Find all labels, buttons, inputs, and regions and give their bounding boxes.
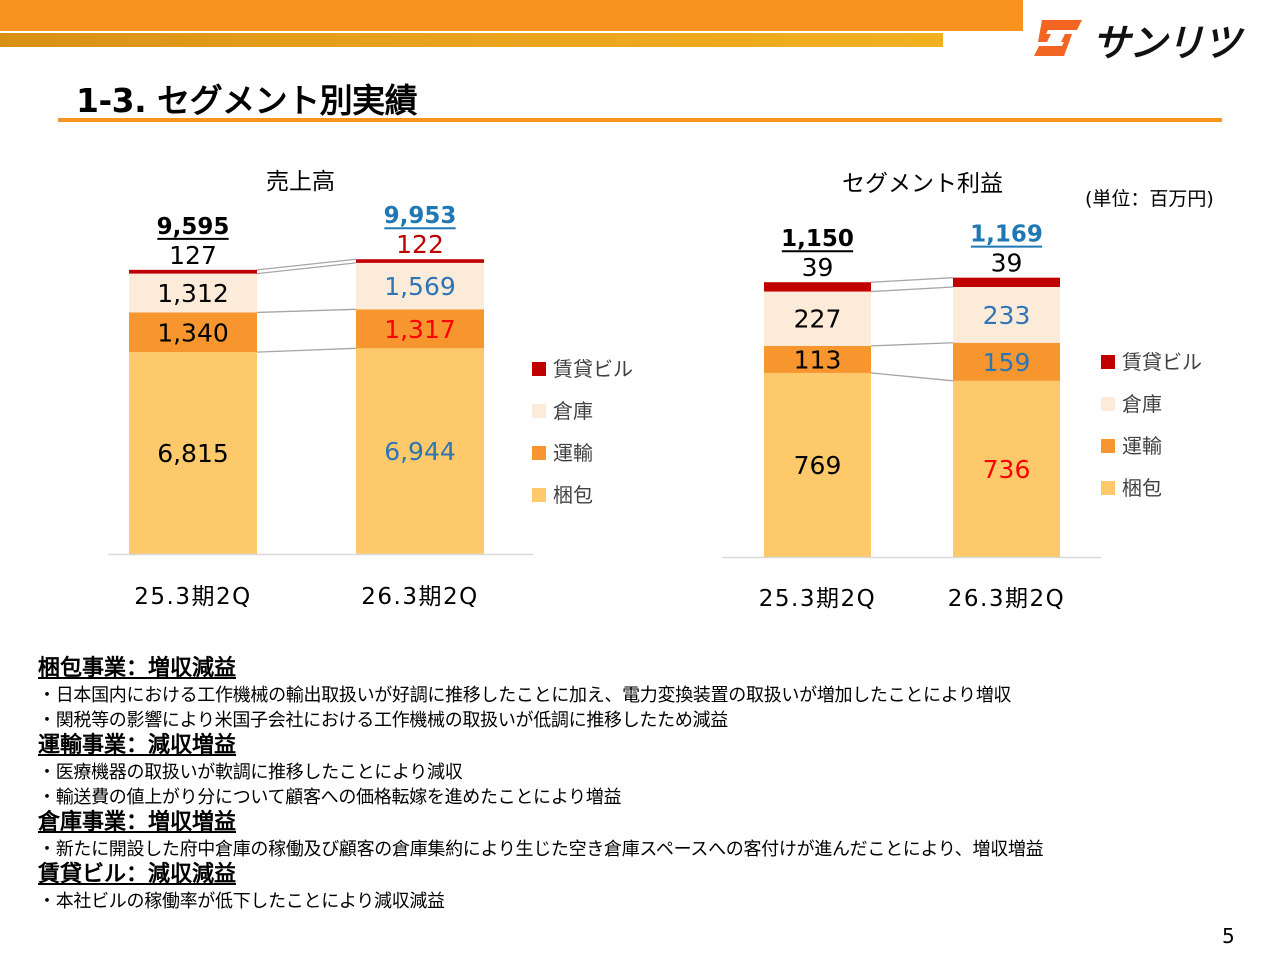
legend-swatch	[1101, 481, 1115, 495]
legend-swatch	[532, 446, 546, 460]
logo-mark-icon	[1034, 20, 1082, 56]
segment-bullet: ・日本国内における工作機械の輸出取扱いが好調に推移したことに加え、電力変換装置の…	[38, 685, 1012, 706]
bar-segment	[356, 259, 484, 263]
legend-swatch	[532, 404, 546, 418]
x-tick-label: 25.3期2Q	[134, 584, 251, 610]
page-number: 5	[1222, 924, 1235, 948]
data-label: 127	[169, 241, 217, 270]
bar-segment	[356, 309, 484, 349]
legend-swatch	[1101, 439, 1115, 453]
data-label: 122	[396, 230, 444, 259]
segment-bullet: ・本社ビルの稼働率が低下したことにより減収減益	[38, 891, 445, 912]
profit-chart-title: セグメント利益	[842, 171, 1003, 197]
bar-segment	[129, 312, 257, 353]
connector-line	[256, 262, 357, 275]
data-label: 769	[794, 451, 842, 480]
legend-swatch	[1101, 397, 1115, 411]
connector-line	[870, 286, 954, 293]
connector-line	[256, 347, 357, 353]
segment-bullet: ・関税等の影響により米国子会社における工作機械の取扱いが低調に推移したため減益	[38, 710, 728, 731]
logo-text: サンリツ	[1092, 21, 1241, 65]
sales-chart-title: 売上高	[266, 169, 335, 195]
connector-line	[870, 342, 954, 347]
header-gold-stripe	[0, 33, 943, 47]
bar-segment	[764, 291, 871, 346]
x-tick-label: 25.3期2Q	[759, 586, 876, 612]
segment-heading: 賃貸ビル：減収減益	[38, 862, 237, 887]
bar-segment	[764, 282, 871, 292]
data-label: 1,340	[157, 318, 229, 347]
total-label: 9,953	[384, 203, 457, 229]
connector-line	[870, 372, 954, 382]
data-label: 39	[991, 249, 1023, 278]
bar-segment	[129, 273, 257, 313]
legend-swatch	[532, 362, 546, 376]
data-label: 736	[983, 455, 1031, 484]
legend-label: 賃貸ビル	[553, 357, 633, 381]
connector-line	[256, 308, 357, 314]
data-label: 6,815	[157, 439, 229, 468]
company-logo: サンリツ	[1032, 12, 1262, 65]
legend-label: 賃貸ビル	[1122, 350, 1202, 374]
data-label: 113	[794, 345, 842, 374]
segment-heading: 倉庫事業：増収増益	[38, 810, 237, 835]
connector-line	[256, 258, 357, 271]
segment-bullet: ・医療機器の取扱いが軟調に推移したことにより減収	[38, 762, 463, 783]
data-label: 39	[802, 253, 834, 282]
bar-segment	[953, 380, 1060, 557]
x-tick-label: 26.3期2Q	[361, 584, 478, 610]
bar-segment	[356, 262, 484, 310]
total-label: 9,595	[157, 214, 230, 240]
legend-label: 梱包	[553, 483, 593, 507]
segment-heading: 運輸事業：減収増益	[38, 733, 237, 758]
segment-bullet: ・新たに開設した府中倉庫の稼働及び顧客の倉庫集約により生じた空き倉庫スペースへの…	[38, 839, 1044, 860]
data-label: 233	[983, 301, 1031, 330]
data-label: 1,312	[157, 279, 229, 308]
legend-label: 倉庫	[553, 399, 593, 423]
total-label: 1,169	[970, 222, 1043, 248]
bar-segment	[356, 348, 484, 554]
x-tick-label: 26.3期2Q	[948, 586, 1065, 612]
data-label: 227	[794, 305, 842, 334]
bar-segment	[953, 287, 1060, 343]
total-label: 1,150	[781, 226, 854, 252]
title-underline	[58, 118, 1222, 122]
legend-label: 倉庫	[1122, 392, 1162, 416]
data-label: 159	[983, 348, 1031, 377]
legend-swatch	[1101, 355, 1115, 369]
data-label: 1,569	[384, 272, 456, 301]
bar-segment	[129, 352, 257, 554]
page-title: 1-3. セグメント別実績	[76, 81, 418, 120]
legend-label: 梱包	[1122, 476, 1162, 500]
header-orange-bar	[0, 0, 1023, 31]
unit-note: (単位：百万円)	[1085, 188, 1214, 210]
segment-heading: 梱包事業：増収減益	[38, 656, 237, 681]
bar-segment	[129, 269, 257, 274]
connector-line	[870, 277, 954, 283]
bar-segment	[953, 277, 1060, 288]
data-label: 6,944	[384, 437, 456, 466]
bar-segment	[764, 372, 871, 557]
segment-bullet: ・輸送費の値上がり分について顧客への価格転嫁を進めたことにより増益	[38, 787, 622, 808]
legend-label: 運輸	[1122, 434, 1162, 458]
bar-segment	[953, 342, 1060, 381]
legend-swatch	[532, 488, 546, 502]
legend-label: 運輸	[553, 441, 593, 465]
segment-descriptions: 梱包事業：増収減益・日本国内における工作機械の輸出取扱いが好調に推移したことに加…	[38, 656, 1138, 914]
bar-segment	[764, 345, 871, 373]
data-label: 1,317	[384, 315, 456, 344]
